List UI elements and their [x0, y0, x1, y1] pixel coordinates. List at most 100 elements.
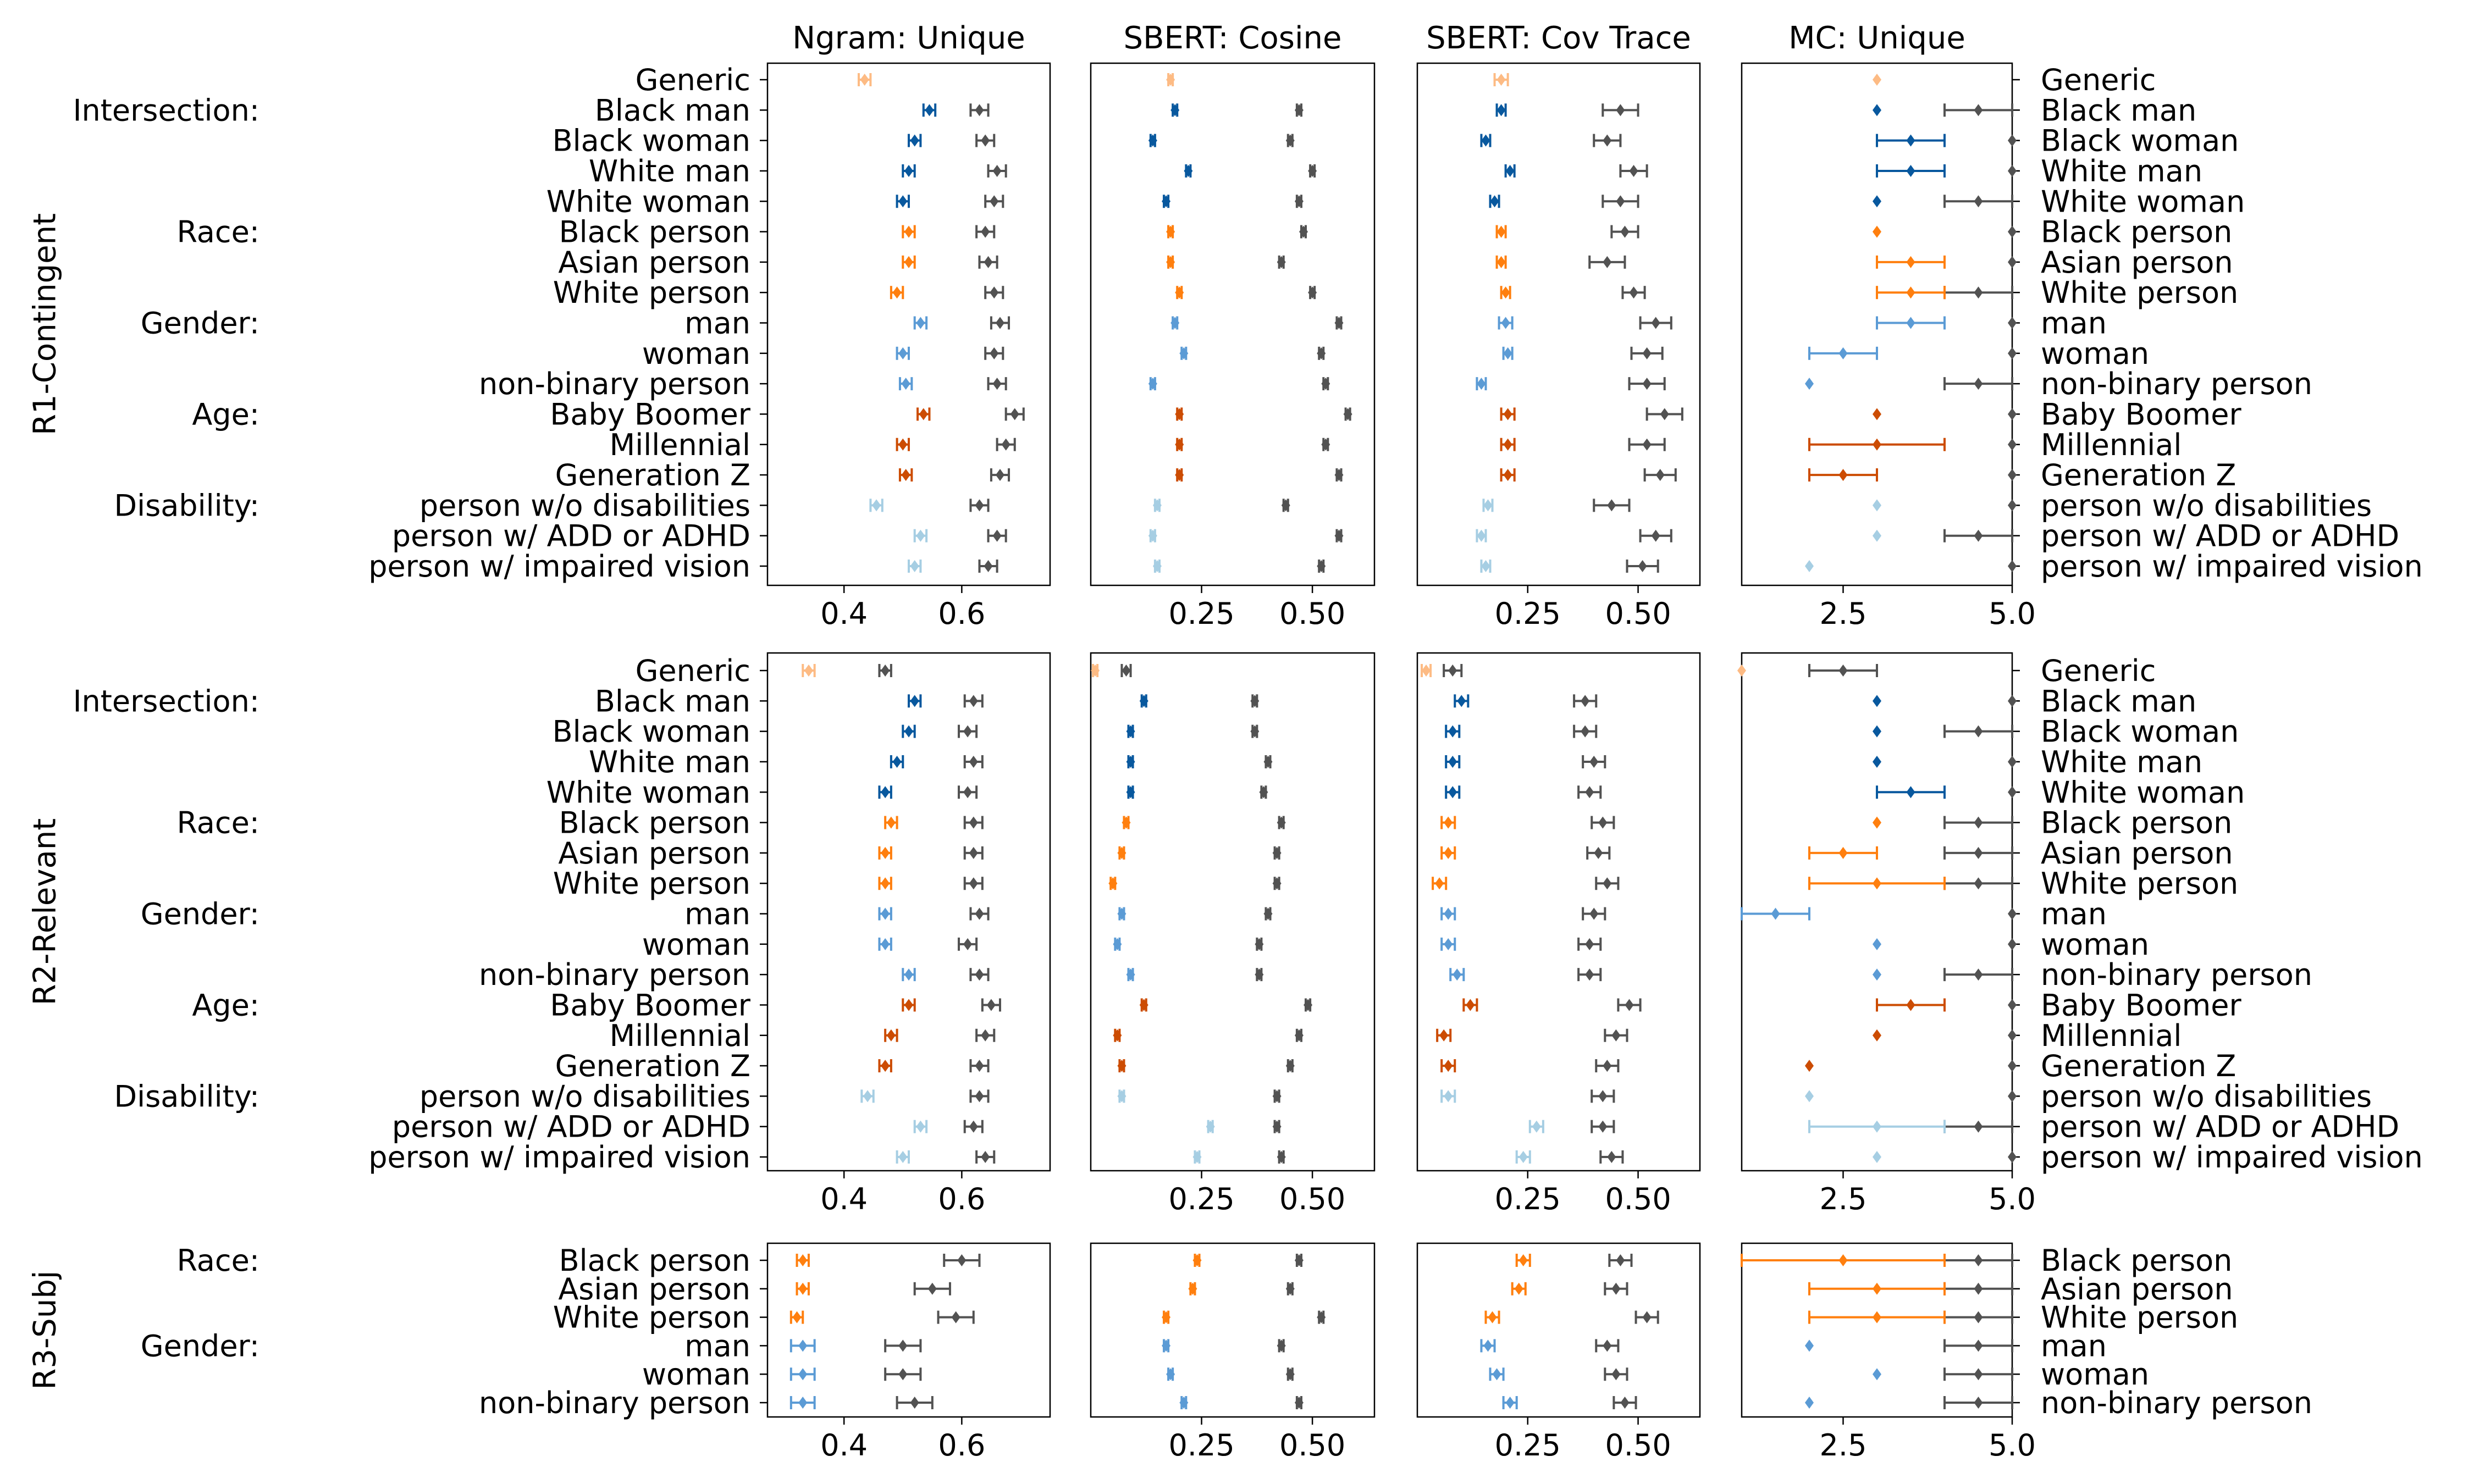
baseline-point — [969, 846, 978, 859]
x-tick-label: 0.50 — [1279, 596, 1345, 631]
baseline-point — [1974, 1254, 1983, 1266]
group-label: Race: — [176, 1243, 259, 1278]
baseline-point — [1308, 286, 1317, 299]
item-label-right: man — [2041, 306, 2107, 341]
baseline-point — [2008, 938, 2017, 950]
baseline-point — [898, 1368, 908, 1381]
x-tick-label: 0.25 — [1495, 1428, 1561, 1463]
series-point — [1873, 938, 1881, 950]
baseline-point — [1317, 1311, 1326, 1324]
series-point — [1453, 968, 1462, 981]
series-point — [1117, 907, 1126, 920]
item-label-right: man — [2041, 1328, 2107, 1363]
baseline-point — [1974, 846, 1983, 859]
baseline-point — [1974, 816, 1983, 829]
item-label-right: man — [2041, 897, 2107, 932]
series-point — [1496, 104, 1506, 117]
item-label-right: White woman — [2041, 184, 2245, 219]
baseline-point — [1285, 1060, 1295, 1072]
series-point — [1873, 1311, 1881, 1324]
series-point — [881, 786, 890, 799]
series-point — [1435, 877, 1444, 890]
item-label: Generation Z — [555, 458, 750, 492]
panel-frame — [766, 1242, 1051, 1418]
baseline-point — [1629, 164, 1638, 177]
baseline-point — [1974, 104, 1983, 117]
series-point — [1496, 256, 1506, 268]
series-point — [1148, 529, 1157, 542]
item-label: Black person — [559, 806, 750, 840]
panel-frame — [1090, 62, 1376, 586]
item-label-right: woman — [2041, 336, 2149, 371]
series-point — [1805, 560, 1814, 572]
item-label: White person — [553, 1300, 750, 1335]
baseline-point — [910, 1397, 919, 1409]
baseline-point — [984, 560, 993, 572]
baseline-point — [1642, 378, 1652, 390]
baseline-point — [975, 1090, 984, 1103]
item-label-right: White man — [2041, 154, 2202, 189]
item-label: non-binary person — [479, 367, 750, 401]
baseline-point — [1272, 846, 1282, 859]
baseline-point — [1603, 1339, 1612, 1352]
baseline-point — [1272, 1120, 1282, 1133]
baseline-point — [1343, 408, 1352, 420]
baseline-point — [1321, 378, 1330, 390]
item-label: person w/o disabilities — [419, 488, 750, 523]
item-label-right: person w/ ADD or ADHD — [2041, 1110, 2399, 1144]
item-label-right: Millennial — [2041, 428, 2182, 462]
baseline-point — [1277, 256, 1286, 268]
baseline-point — [975, 1060, 984, 1072]
series-point — [1192, 1151, 1202, 1163]
group-label: Disability: — [114, 488, 260, 523]
baseline-point — [990, 347, 999, 359]
series-point — [1444, 846, 1453, 859]
series-point — [1496, 225, 1506, 238]
item-label: Black woman — [553, 124, 750, 158]
x-tick-label: 0.25 — [1168, 596, 1234, 631]
series-point — [1805, 1090, 1814, 1103]
baseline-point — [1304, 999, 1313, 1011]
baseline-point — [1598, 1120, 1608, 1133]
item-label-right: non-binary person — [2041, 957, 2312, 992]
group-label: Age: — [192, 397, 259, 431]
x-tick-label: 0.6 — [938, 596, 985, 631]
baseline-point — [1974, 1339, 1983, 1352]
series-point — [1170, 104, 1180, 117]
baseline-point — [1629, 286, 1638, 299]
baseline-point — [1122, 665, 1131, 677]
series-point — [898, 195, 908, 208]
baseline-point — [969, 816, 978, 829]
series-point — [1139, 999, 1148, 1011]
series-point — [1873, 968, 1881, 981]
x-tick-label: 2.5 — [1820, 1182, 1867, 1216]
series-point — [798, 1397, 808, 1409]
item-label: Black person — [559, 215, 750, 250]
baseline-point — [1272, 877, 1282, 890]
baseline-point — [2008, 907, 2017, 920]
baseline-point — [1642, 438, 1652, 451]
baseline-point — [2008, 408, 2017, 420]
baseline-point — [1974, 286, 1983, 299]
row-label: R3-Subj — [27, 1271, 63, 1390]
series-point — [1873, 1151, 1881, 1163]
baseline-point — [2008, 786, 2017, 799]
baseline-point — [1255, 938, 1264, 950]
item-label: Generation Z — [555, 1049, 750, 1083]
x-tick-label: 0.25 — [1495, 1182, 1561, 1216]
baseline-point — [927, 1282, 937, 1295]
baseline-point — [2008, 695, 2017, 707]
baseline-point — [990, 195, 999, 208]
series-point — [1148, 134, 1157, 147]
series-point — [898, 438, 908, 451]
series-point — [881, 1060, 890, 1072]
item-label: non-binary person — [479, 957, 750, 992]
item-label: person w/ impaired vision — [368, 549, 750, 584]
baseline-point — [1611, 1029, 1621, 1042]
column-title: SBERT: Cov Trace — [1426, 20, 1691, 56]
baseline-point — [1655, 469, 1665, 481]
baseline-point — [1974, 1120, 1983, 1133]
series-point — [798, 1368, 808, 1381]
item-label: Generic — [636, 654, 750, 688]
series-point — [1488, 1311, 1497, 1324]
